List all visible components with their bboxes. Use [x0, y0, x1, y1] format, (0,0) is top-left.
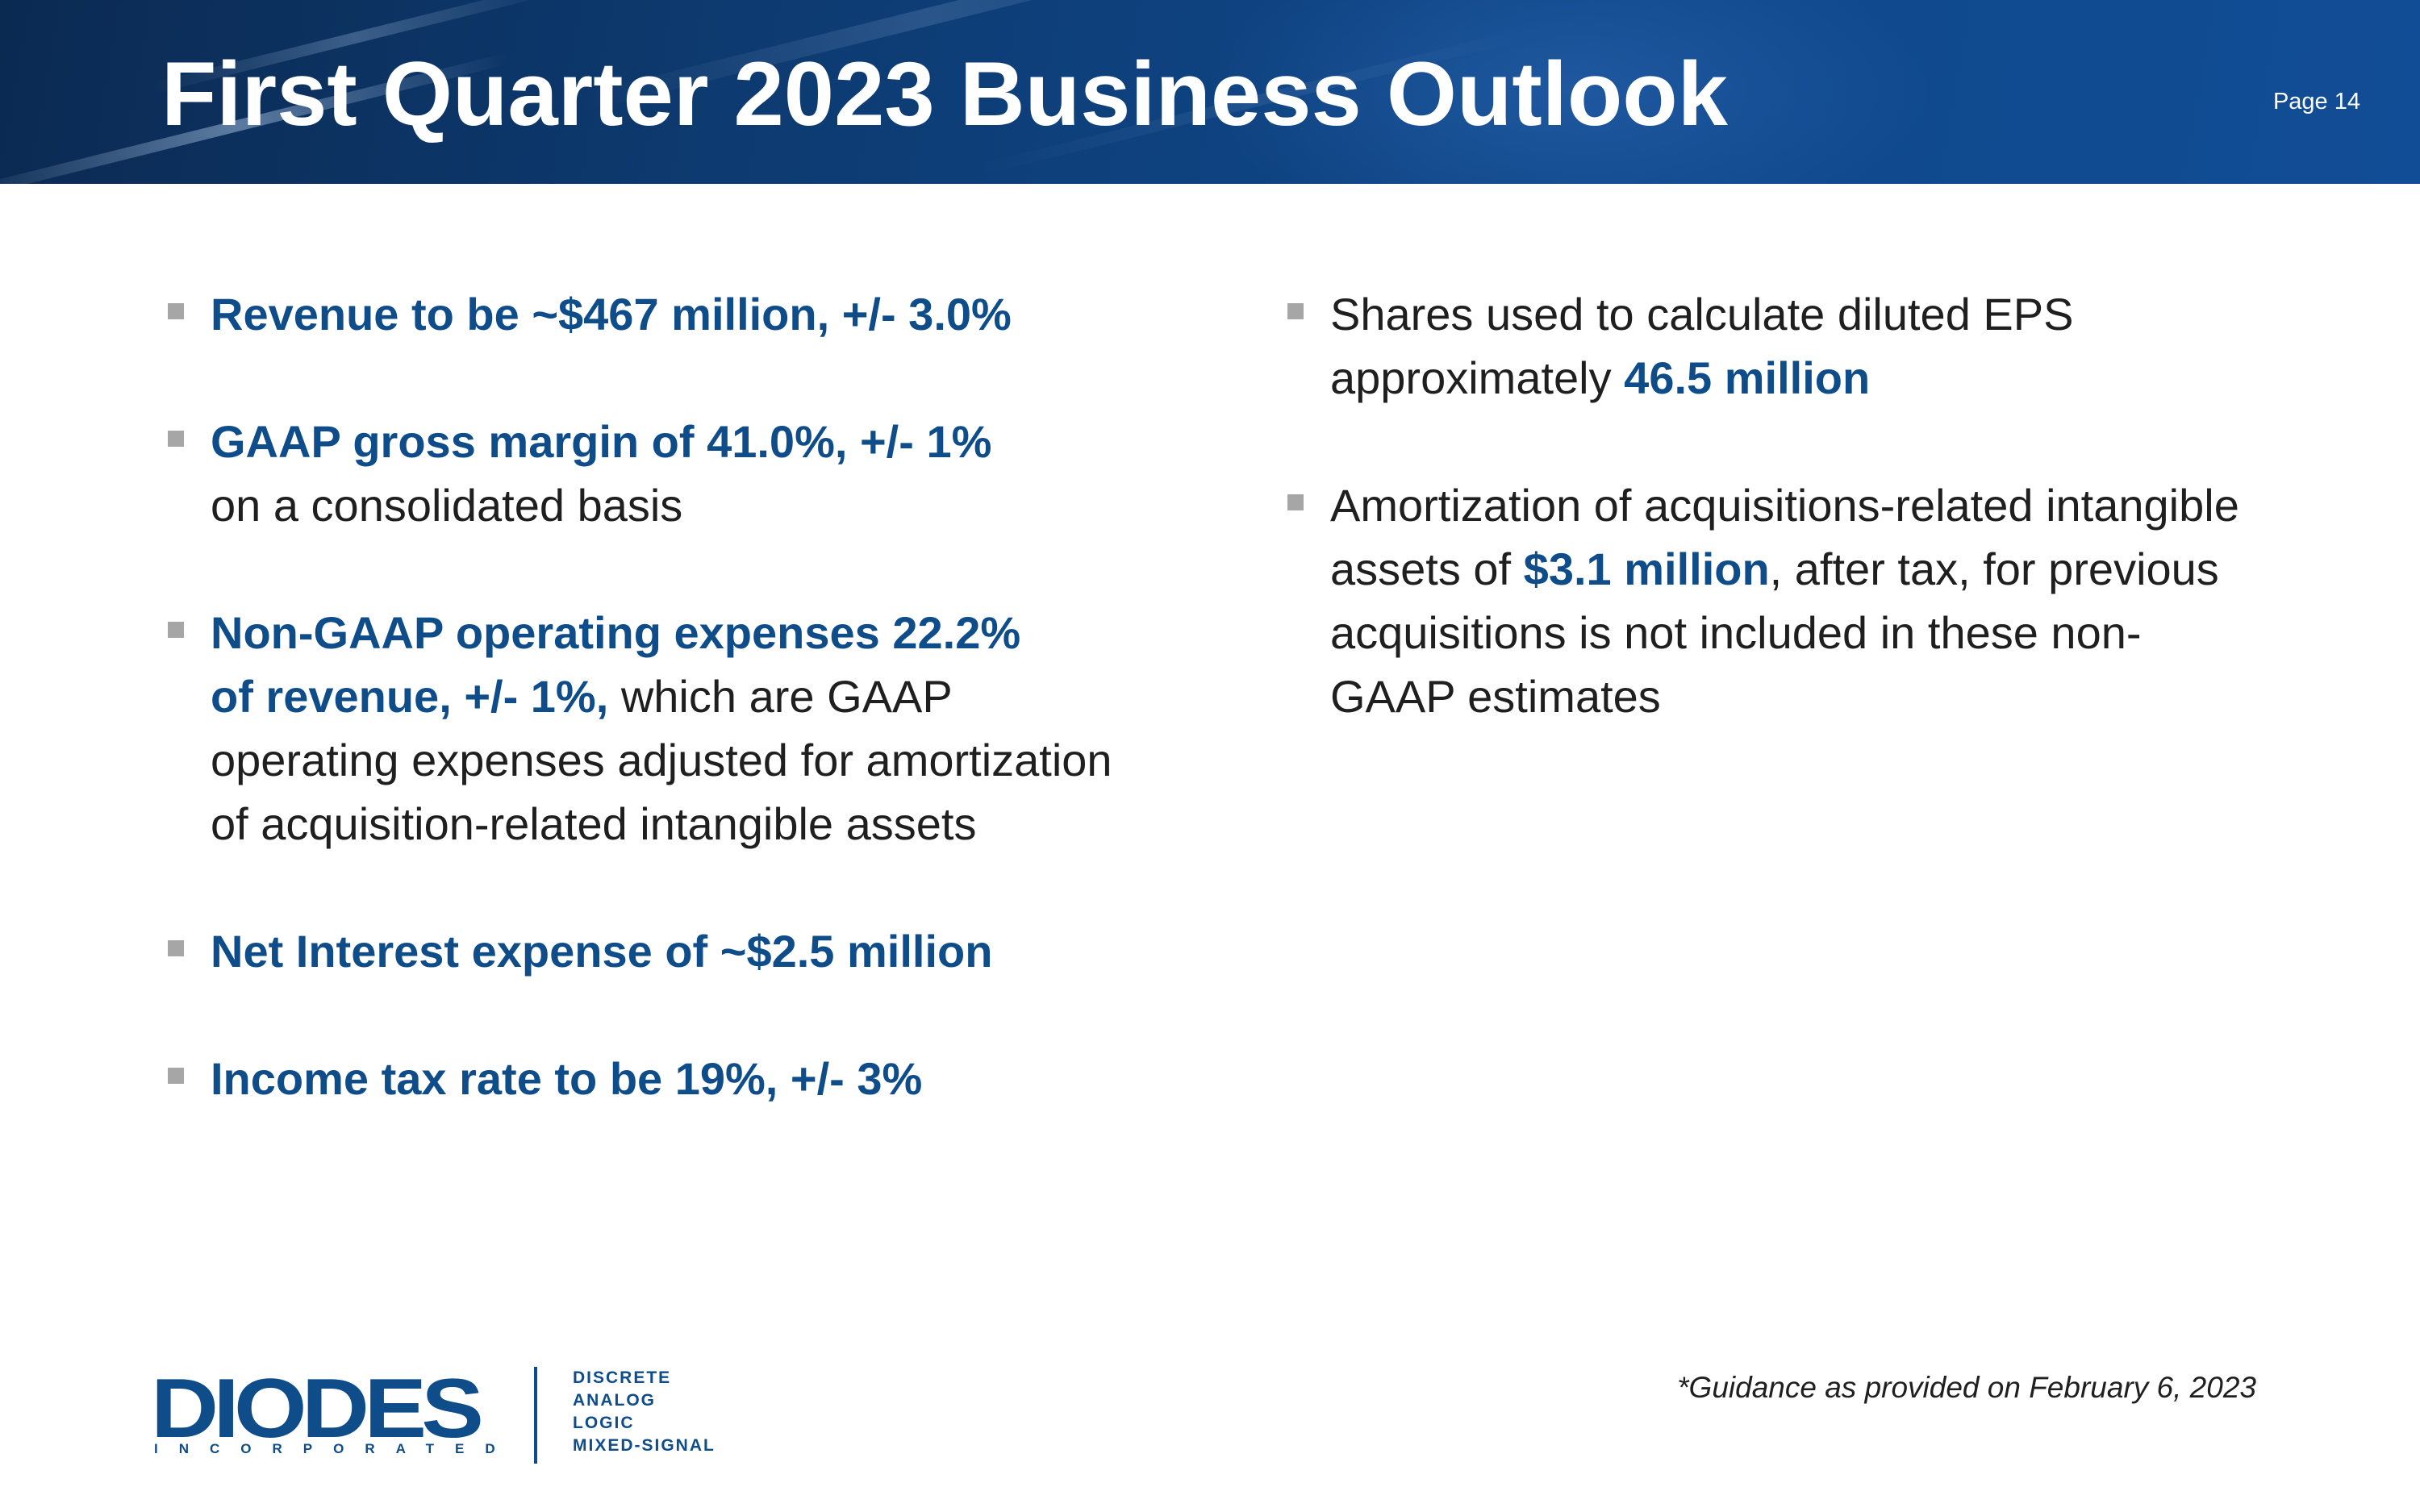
bullet-net-interest: Net Interest expense of ~$2.5 million — [165, 919, 1222, 983]
bullet-highlight: Income tax rate to be 19%, +/- 3% — [211, 1053, 923, 1104]
bullet-highlight: Net Interest expense of ~$2.5 million — [211, 926, 993, 977]
bullet-highlight: Revenue to be ~$467 million, +/- 3.0% — [211, 289, 1012, 339]
bullet-text: GAAP estimates — [1330, 671, 1661, 722]
logo-tag: LOGIC — [573, 1414, 635, 1432]
guidance-footnote: *Guidance as provided on February 6, 202… — [1677, 1371, 2256, 1404]
bullet-highlight: of revenue, +/- 1%, — [211, 671, 609, 722]
bullet-operating-expenses: Non-GAAP operating expenses 22.2% of rev… — [165, 601, 1222, 856]
bullet-text: operating expenses adjusted for amortiza… — [211, 735, 1112, 785]
diodes-logo: DIODES INCORPORATED DISCRETE ANALOG LOGI… — [151, 1367, 732, 1464]
page-number: Page 14 — [2272, 89, 2360, 115]
bullet-square-icon — [168, 303, 184, 319]
bullet-diluted-shares: Shares used to calculate diluted EPS app… — [1285, 282, 2358, 410]
logo-tag: ANALOG — [573, 1391, 656, 1410]
bullet-text: Shares used to calculate diluted EPS — [1330, 289, 2074, 339]
bullet-mixed-line: approximately 46.5 million — [1330, 346, 2358, 410]
bullet-income-tax: Income tax rate to be 19%, +/- 3% — [165, 1047, 1222, 1110]
bullet-square-icon — [1287, 494, 1304, 510]
logo-subline: INCORPORATED — [154, 1441, 516, 1456]
bullet-text: assets of — [1330, 544, 1524, 594]
bullet-text: , after tax, for previous — [1769, 544, 2219, 594]
left-bullet-column: Revenue to be ~$467 million, +/- 3.0% GA… — [165, 282, 1222, 1110]
bullet-mixed-line: assets of $3.1 million, after tax, for p… — [1330, 537, 2358, 601]
bullet-text: on a consolidated basis — [211, 480, 683, 531]
logo-tagline: DISCRETE ANALOG LOGIC MIXED-SIGNAL — [573, 1367, 716, 1457]
bullet-square-icon — [168, 431, 184, 447]
bullet-square-icon — [168, 1068, 184, 1084]
bullet-text: approximately — [1330, 352, 1625, 403]
bullet-revenue: Revenue to be ~$467 million, +/- 3.0% — [165, 282, 1222, 346]
bullet-highlight: GAAP gross margin of 41.0%, +/- 1% — [211, 416, 992, 467]
bullet-mixed-line: of revenue, +/- 1%, which are GAAP — [211, 664, 1222, 728]
bullet-highlight: 46.5 million — [1624, 352, 1871, 403]
header-banner: First Quarter 2023 Business Outlook Page… — [0, 0, 2420, 184]
bullet-square-icon — [168, 622, 184, 638]
bullet-text: which are GAAP — [608, 671, 953, 722]
bullet-square-icon — [1287, 303, 1304, 319]
bullet-gross-margin: GAAP gross margin of 41.0%, +/- 1% on a … — [165, 410, 1222, 537]
right-bullet-column: Shares used to calculate diluted EPS app… — [1285, 282, 2358, 728]
bullet-highlight: $3.1 million — [1523, 544, 1770, 594]
bullet-amortization: Amortization of acquisitions-related int… — [1285, 473, 2358, 728]
logo-wordmark: DIODES — [151, 1362, 484, 1456]
logo-tag: DISCRETE — [573, 1368, 672, 1387]
header-glow — [1210, 0, 1936, 184]
bullet-text: Amortization of acquisitions-related int… — [1330, 480, 2239, 531]
bullet-highlight: Non-GAAP operating expenses 22.2% — [211, 607, 1021, 658]
bullet-text: acquisitions is not included in these no… — [1330, 607, 2142, 658]
logo-divider — [534, 1367, 537, 1464]
logo-tag: MIXED-SIGNAL — [573, 1436, 716, 1455]
bullet-text: of acquisition-related intangible assets — [211, 798, 977, 849]
bullet-square-icon — [168, 940, 184, 956]
slide-title: First Quarter 2023 Business Outlook — [161, 44, 1728, 144]
